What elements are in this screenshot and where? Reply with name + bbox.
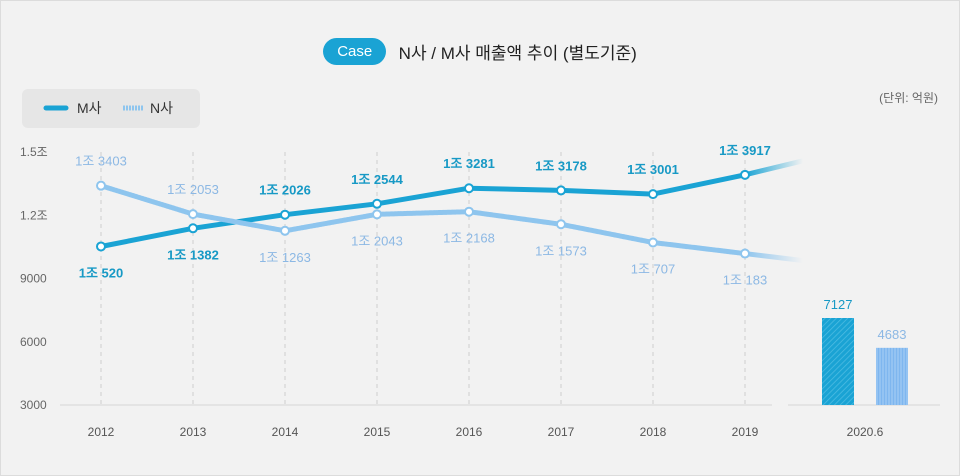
y-tick-label: 1.5조 (20, 145, 48, 159)
y-tick-label: 1.2조 (20, 208, 48, 222)
data-point (464, 183, 474, 194)
x-tick-label: 2012 (88, 425, 115, 439)
bar-n (876, 347, 908, 405)
x-tick-label: 2014 (272, 425, 299, 439)
data-point (648, 237, 658, 248)
data-point (96, 180, 106, 191)
x-tick-label: 2017 (548, 425, 575, 439)
data-point (188, 209, 198, 220)
data-point (740, 169, 750, 180)
chart-title: Case N사 / M사 매출액 추이 (별도기준) (0, 38, 960, 65)
data-label: 1조 707 (631, 262, 676, 277)
y-tick-label: 6000 (20, 335, 47, 349)
bar-value-label: 4683 (878, 327, 907, 342)
data-point (96, 241, 106, 252)
series-line-m (98, 172, 748, 249)
data-point (280, 225, 290, 236)
unit-label: (단위: 억원) (879, 91, 938, 105)
bar-m (822, 318, 854, 405)
data-label: 1조 3917 (719, 143, 771, 158)
y-tick-label: 3000 (20, 398, 47, 412)
y-tick-label: 9000 (20, 272, 47, 286)
legend-label-n: N사 (150, 100, 173, 116)
x-tick-label: 2013 (180, 425, 207, 439)
data-point (188, 223, 198, 234)
legend-label-m: M사 (77, 100, 102, 116)
series-fade-tail (744, 158, 804, 178)
series-fade-tail (744, 251, 804, 264)
data-label: 1조 3281 (443, 156, 495, 171)
data-label: 1조 520 (79, 265, 124, 280)
data-point (464, 206, 474, 217)
data-point (280, 209, 290, 220)
data-label: 1조 2053 (167, 182, 219, 197)
data-label: 1조 3178 (535, 158, 587, 173)
data-label: 1조 3001 (627, 162, 679, 177)
data-label: 1조 1263 (259, 250, 311, 265)
data-label: 1조 1573 (535, 243, 587, 258)
bar-value-label: 7127 (824, 297, 853, 312)
x-tick-label: 2016 (456, 425, 483, 439)
data-label: 1조 183 (723, 273, 768, 288)
data-label: 1조 2026 (259, 183, 311, 198)
data-point (556, 185, 566, 196)
data-label: 1조 3403 (75, 154, 127, 169)
case-badge: Case (323, 38, 387, 65)
series-line-n (98, 183, 748, 257)
x-tick-label: 2018 (640, 425, 667, 439)
data-point (556, 219, 566, 230)
data-label: 1조 1382 (167, 247, 219, 262)
data-label: 1조 2544 (351, 172, 403, 187)
x-tick-label: 2015 (364, 425, 391, 439)
bar-category-label: 2020.6 (847, 425, 884, 439)
data-point (740, 248, 750, 259)
data-point (648, 189, 658, 200)
data-label: 1조 2168 (443, 231, 495, 246)
data-point (372, 209, 382, 220)
data-label: 1조 2043 (351, 233, 403, 248)
data-point (372, 198, 382, 209)
chart-title-text: N사 / M사 매출액 추이 (별도기준) (398, 44, 637, 63)
x-tick-label: 2019 (732, 425, 759, 439)
